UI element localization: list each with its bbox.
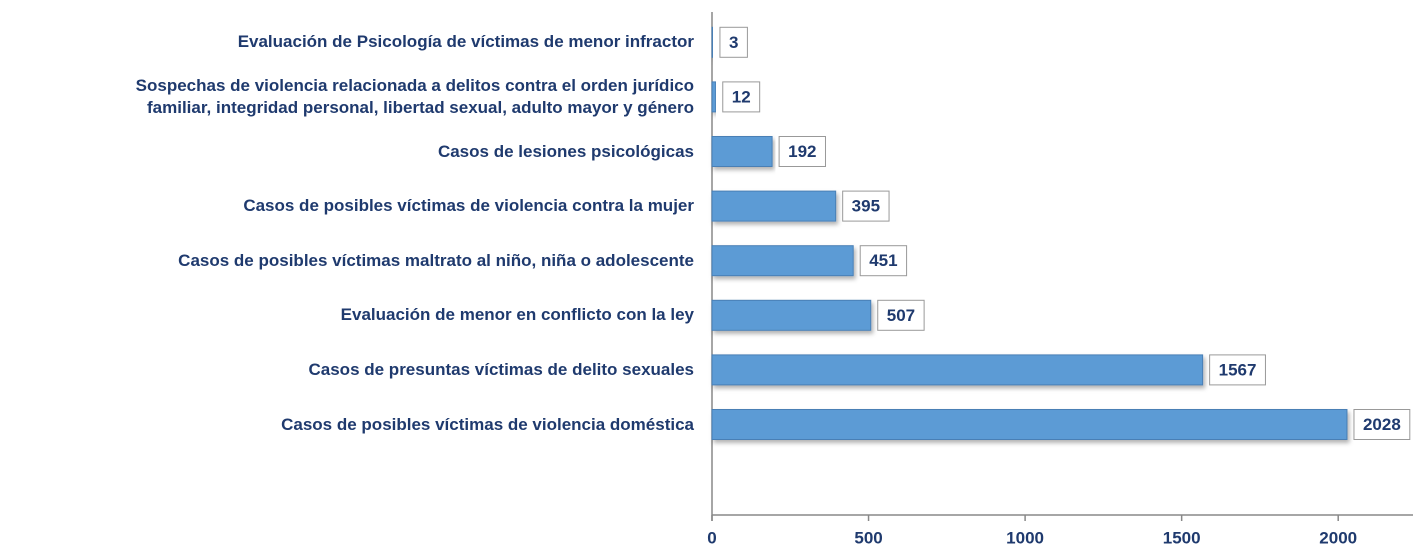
bar <box>711 26 714 58</box>
bar <box>711 409 1348 440</box>
value-label-box <box>1209 354 1266 386</box>
category-label: Evaluación de Psicología de víctimas de … <box>237 32 694 52</box>
category-label: Evaluación de menor en conflicto con la … <box>340 305 694 325</box>
bar <box>711 299 872 331</box>
value-label-box <box>842 190 890 222</box>
value-label-box <box>877 299 925 331</box>
category-label: Casos de posibles víctimas de violencia … <box>243 196 694 216</box>
x-tick-label: 1000 <box>1006 528 1044 546</box>
value-label: 395 <box>852 197 880 216</box>
value-label-box <box>1353 409 1411 440</box>
value-label-box <box>859 245 908 277</box>
bar <box>711 245 854 277</box>
x-tick-label: 1500 <box>1163 528 1201 546</box>
value-label: 192 <box>788 142 816 161</box>
value-label: 2028 <box>1363 415 1401 434</box>
bar <box>711 136 773 167</box>
bar <box>711 354 1204 386</box>
category-label: Casos de posibles víctimas maltrato al n… <box>178 250 694 270</box>
category-label: Sospechas de violencia relacionada a del… <box>135 75 694 117</box>
value-label-box <box>778 136 826 167</box>
x-tick-label: 0 <box>707 528 716 546</box>
value-label: 12 <box>732 87 751 106</box>
category-label: Casos de lesiones psicológicas <box>437 141 694 161</box>
value-label: 1567 <box>1219 360 1257 379</box>
x-tick-label: 500 <box>854 528 882 546</box>
value-label: 451 <box>869 251 897 270</box>
value-label-box <box>722 81 761 113</box>
value-label: 507 <box>887 306 915 325</box>
category-label: Casos de posibles víctimas de violencia … <box>281 414 694 434</box>
value-label: 3 <box>729 33 738 52</box>
x-tick-label: 2000 <box>1319 528 1357 546</box>
bar <box>711 81 717 113</box>
bar <box>711 190 837 222</box>
category-label: Casos de presuntas víctimas de delito se… <box>308 359 695 379</box>
value-label-box <box>719 26 748 58</box>
